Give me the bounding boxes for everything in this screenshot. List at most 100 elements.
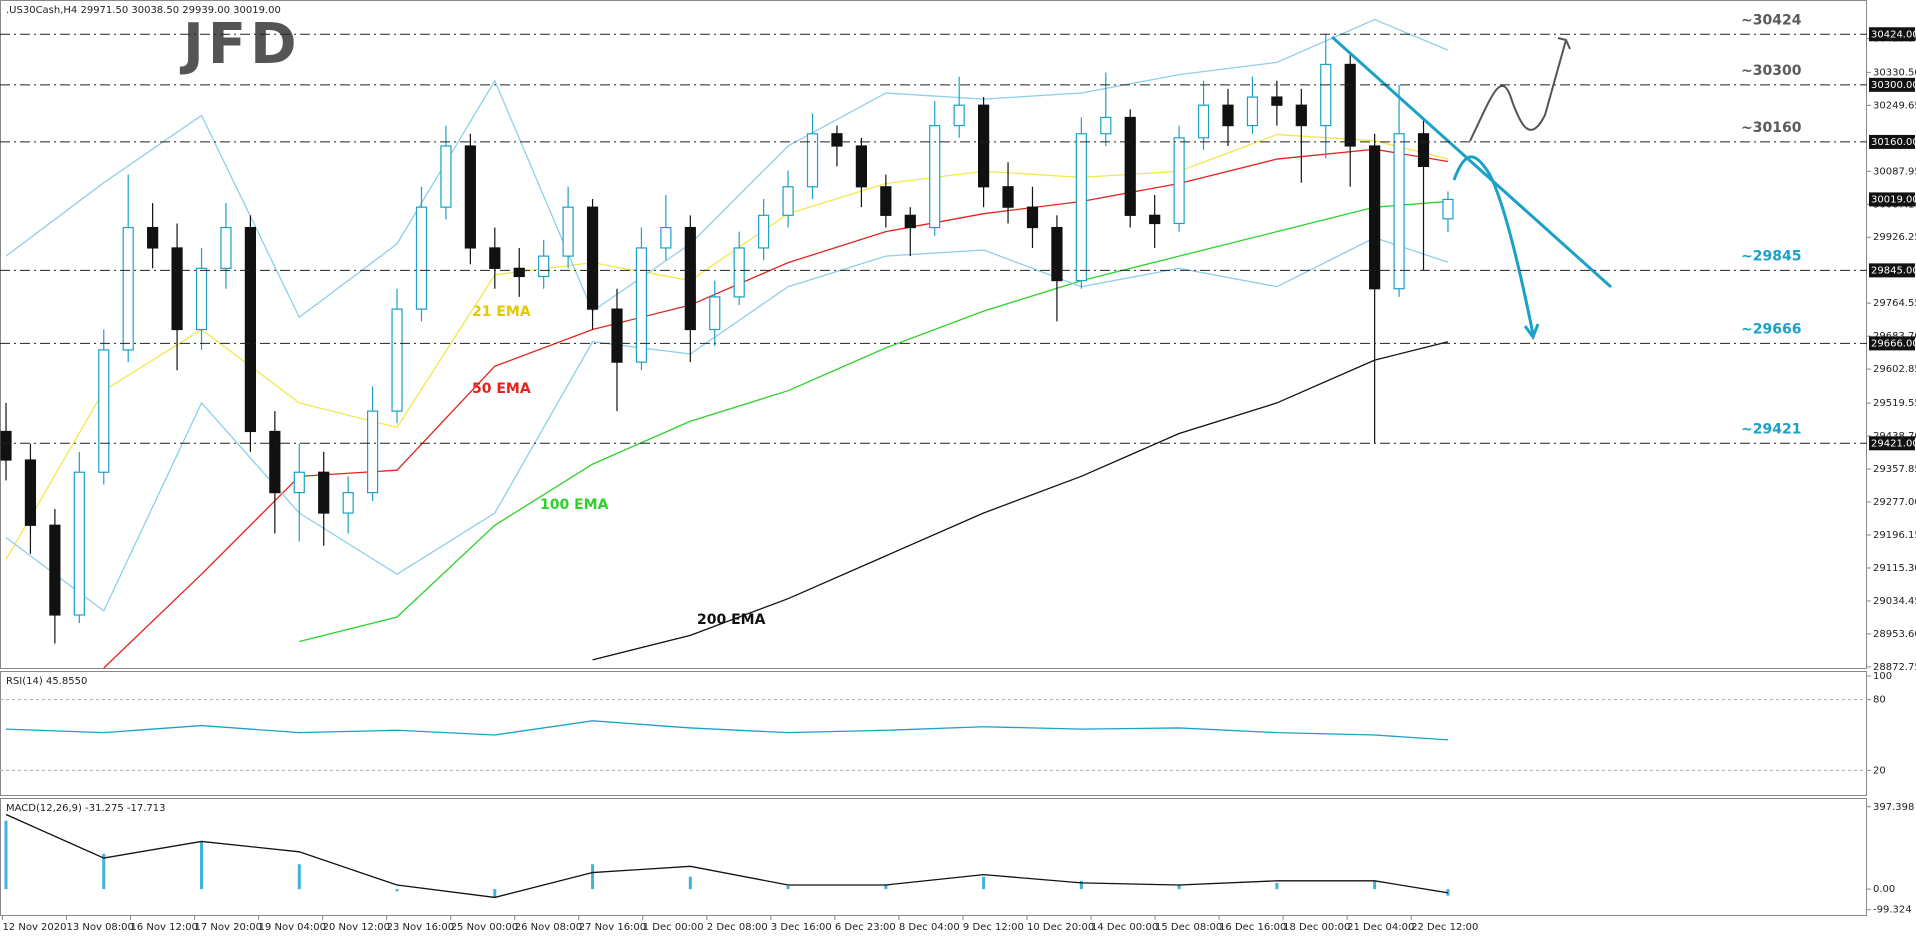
candle-body <box>1442 198 1454 220</box>
rsi-panel <box>0 671 1867 796</box>
price-tag-label: 30300.00 <box>1871 80 1916 91</box>
indicator-line <box>5 720 1449 741</box>
candle-body <box>904 214 916 229</box>
candle-body <box>1173 137 1185 225</box>
y-tick-label: 80 <box>1873 695 1886 706</box>
candle-body <box>806 133 819 188</box>
y-tick-label: 29034.45 <box>1873 596 1916 607</box>
candle-body <box>244 226 256 433</box>
candle-body <box>1222 104 1234 127</box>
price-panel <box>0 0 1867 669</box>
candle-body <box>415 206 428 310</box>
y-tick-label: 28953.60 <box>1873 629 1916 640</box>
x-tick-label: 10 Dec 20:00 <box>1027 922 1094 933</box>
price-tag <box>1869 77 1915 92</box>
x-tick-label: 1 Dec 00:00 <box>643 922 704 933</box>
candle-body <box>1369 145 1381 290</box>
x-tick-label: 3 Dec 16:00 <box>771 922 832 933</box>
candle-body <box>562 206 574 257</box>
x-tick-label: 13 Nov 08:00 <box>66 922 133 933</box>
candle-body <box>269 430 281 494</box>
price-tag-label: 30160.00 <box>1871 137 1916 148</box>
candle-body <box>733 247 745 298</box>
price-tag-label: 29421.00 <box>1871 438 1916 449</box>
macd-bar <box>493 889 497 898</box>
candle-body <box>73 471 85 616</box>
macd-bar <box>1275 882 1279 890</box>
price-tag <box>1869 263 1915 278</box>
x-tick-label: 12 Nov 2020 <box>2 922 66 933</box>
candle-body <box>1149 214 1161 225</box>
candle-body <box>0 430 12 461</box>
candle-body <box>1075 133 1087 282</box>
ema100-label: 100 EMA <box>540 497 609 513</box>
macd-bar <box>297 864 301 890</box>
x-tick-label: 25 Nov 00:00 <box>451 922 518 933</box>
price-tag <box>1869 134 1915 149</box>
level-label: ~29845 <box>1741 248 1801 264</box>
candle-body <box>122 226 134 351</box>
logo: JFD <box>179 12 301 77</box>
y-tick-label: -99.324 <box>1873 905 1912 916</box>
bear-scenario <box>1452 155 1535 335</box>
x-tick-label: 18 Dec 00:00 <box>1283 922 1350 933</box>
candle-body <box>391 308 403 412</box>
level-label: ~29421 <box>1741 421 1801 437</box>
candle-body <box>1100 116 1112 135</box>
macd-bar <box>1177 884 1181 890</box>
x-tick-label: 19 Nov 04:00 <box>259 922 326 933</box>
macd-bar <box>4 820 8 890</box>
candle-body <box>1344 63 1356 147</box>
indicator-line <box>5 133 1449 560</box>
y-tick-label: 29115.30 <box>1873 563 1916 574</box>
y-tick-label: 29357.85 <box>1873 464 1916 475</box>
indicator-line <box>592 341 1449 661</box>
candle-body <box>1246 96 1259 127</box>
y-tick-label: 397.398 <box>1873 802 1914 813</box>
y-tick-label: 100 <box>1873 671 1892 682</box>
price-tag-label: 29666.00 <box>1871 338 1916 349</box>
x-tick-label: 2 Dec 08:00 <box>707 922 768 933</box>
candle-body <box>98 349 110 473</box>
candle-body <box>977 104 990 188</box>
candle-body <box>1271 96 1283 106</box>
candle-body <box>684 226 696 331</box>
candle-body <box>635 247 648 363</box>
macd-title: MACD(12,26,9) -31.275 -17.713 <box>6 803 166 814</box>
y-tick-label: 29926.25 <box>1873 232 1916 243</box>
price-tag <box>1869 27 1915 42</box>
y-tick-label: 28872.75 <box>1873 662 1916 673</box>
y-tick-label: 30330.50 <box>1873 67 1916 78</box>
last-price-tag <box>1869 192 1915 207</box>
x-tick-label: 21 Dec 04:00 <box>1347 922 1414 933</box>
x-tick-label: 20 Nov 12:00 <box>323 922 390 933</box>
candle-body <box>538 255 550 278</box>
candle-body <box>1124 116 1136 216</box>
level-label: ~29666 <box>1741 321 1801 337</box>
candle-body <box>220 226 232 269</box>
candle-body <box>464 145 476 249</box>
x-tick-label: 8 Dec 04:00 <box>899 922 960 933</box>
candle-body <box>318 471 330 514</box>
ema21-label: 21 EMA <box>472 304 531 320</box>
y-tick-label: 29764.55 <box>1873 298 1916 309</box>
forecast <box>1330 35 1613 341</box>
x-tick-label: 14 Dec 00:00 <box>1091 922 1158 933</box>
y-tick-label: 29196.15 <box>1873 530 1916 541</box>
candle-body <box>1026 206 1039 229</box>
candle-body <box>1393 133 1405 290</box>
candle-body <box>1051 226 1063 282</box>
macd-bar <box>591 864 595 890</box>
indicator-line <box>103 148 1449 669</box>
price-tag <box>1869 336 1915 351</box>
macd-bar <box>200 841 204 890</box>
candle-body <box>1002 186 1014 208</box>
candle-body <box>342 492 354 514</box>
macd-bar <box>395 889 399 892</box>
candle-body <box>660 226 672 249</box>
candle-body <box>49 524 61 616</box>
macd-bar <box>982 876 986 890</box>
candle-body <box>855 145 868 188</box>
candle-body <box>1295 104 1307 127</box>
